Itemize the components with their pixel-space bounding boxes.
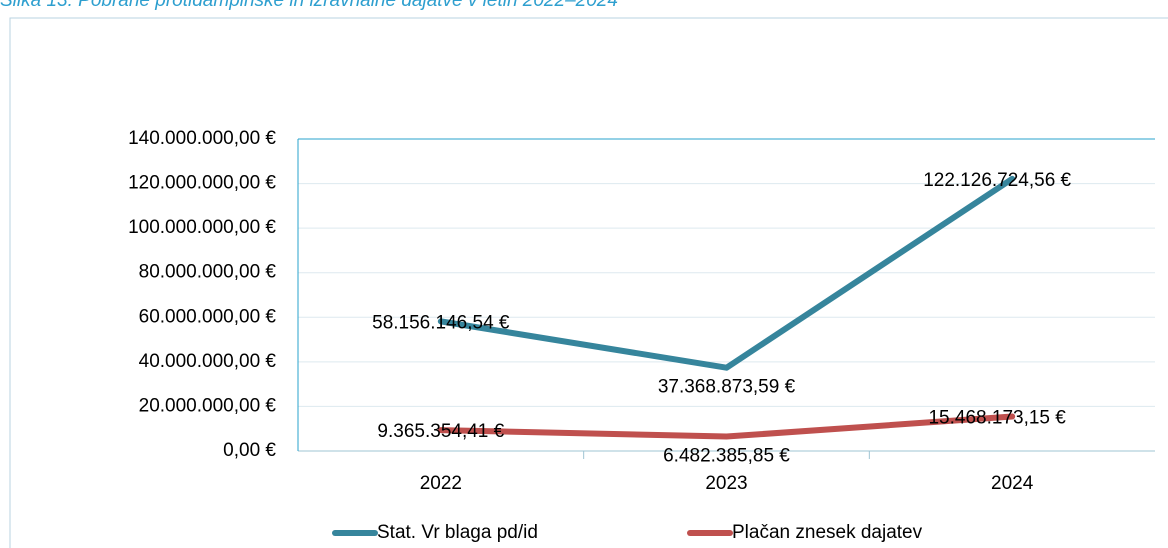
data-label: 58.156.146,54 €	[372, 312, 510, 333]
data-label: 6.482.385,85 €	[663, 446, 790, 467]
data-label: 15.468.173,15 €	[928, 408, 1066, 429]
legend-label: Plačan znesek dajatev	[732, 522, 923, 543]
y-tick-label: 80.000.000,00 €	[139, 262, 277, 283]
y-tick-label: 120.000.000,00 €	[128, 173, 276, 194]
y-tick-label: 60.000.000,00 €	[139, 306, 277, 327]
x-tick-label: 2024	[991, 473, 1034, 494]
y-tick-label: 20.000.000,00 €	[139, 395, 277, 416]
x-tick-label: 2022	[420, 473, 462, 494]
y-tick-label: 100.000.000,00 €	[128, 217, 276, 238]
legend-label: Stat. Vr blaga pd/id	[377, 522, 538, 543]
y-tick-label: 0,00 €	[223, 440, 276, 461]
y-tick-label: 40.000.000,00 €	[139, 351, 277, 372]
data-label: 9.365.354,41 €	[377, 421, 504, 442]
chart-frame	[9, 17, 1168, 548]
series-line	[437, 413, 1016, 440]
chart-title: Slika 13: Pobrane protidampinške in izra…	[0, 0, 618, 11]
data-label: 37.368.873,59 €	[658, 377, 796, 398]
x-tick-label: 2023	[705, 473, 747, 494]
data-label: 122.126.724,56 €	[923, 170, 1071, 191]
y-tick-label: 140.000.000,00 €	[128, 128, 276, 149]
series-line	[437, 175, 1016, 371]
